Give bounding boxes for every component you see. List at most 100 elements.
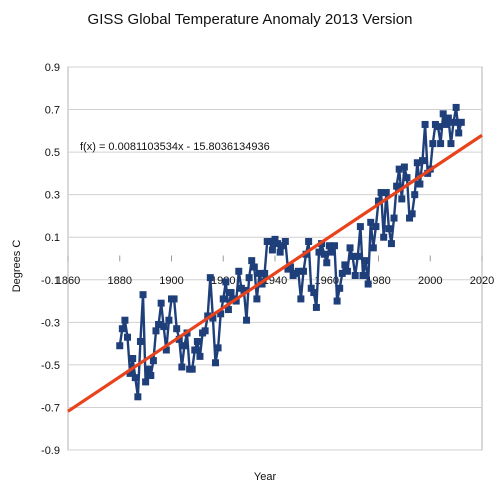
x-tick-label: 2000 [418, 275, 442, 287]
y-tick-label: 0.5 [45, 147, 60, 159]
data-point [255, 269, 263, 277]
data-point [134, 393, 142, 401]
data-point [356, 223, 364, 231]
data-point [271, 235, 279, 243]
data-point [393, 182, 401, 190]
data-point [437, 140, 445, 148]
y-tick-label: 0.9 [45, 62, 60, 74]
data-point [408, 210, 416, 218]
data-point [129, 355, 137, 363]
data-point [354, 252, 362, 260]
y-tick-label: 0.1 [45, 232, 60, 244]
data-point [305, 237, 313, 245]
data-point [421, 120, 429, 128]
x-tick-label: 1960 [315, 275, 339, 287]
data-point [281, 237, 289, 245]
data-point [144, 365, 152, 373]
data-point [450, 118, 458, 126]
data-point [377, 189, 385, 197]
data-point [188, 365, 196, 373]
data-point [165, 316, 173, 324]
x-tick-label: 2020 [470, 275, 494, 287]
data-point [245, 274, 253, 282]
data-point [367, 218, 375, 226]
data-point [442, 120, 450, 128]
data-point [126, 369, 134, 377]
data-point [385, 225, 393, 233]
data-point [116, 342, 124, 350]
data-point [444, 114, 452, 122]
data-point [211, 359, 219, 367]
data-point [191, 346, 199, 354]
data-point [274, 240, 282, 248]
data-point [382, 189, 390, 197]
y-tick-label: -0.5 [41, 360, 60, 372]
data-point [204, 312, 212, 320]
data-point [452, 103, 460, 111]
y-tick-label: -0.7 [41, 402, 60, 414]
data-point [395, 165, 403, 173]
data-point [224, 306, 232, 314]
grid [67, 66, 483, 451]
data-point [214, 344, 222, 352]
data-point [387, 240, 395, 248]
data-point [157, 299, 165, 307]
data-point [279, 242, 287, 250]
x-axis-label: Year [254, 471, 277, 483]
data-point [170, 295, 178, 303]
data-point [364, 280, 372, 288]
data-point [250, 263, 258, 271]
data-point [152, 327, 160, 335]
data-point [398, 195, 406, 203]
data-point [258, 280, 266, 288]
x-tick-label: 1880 [108, 275, 132, 287]
data-point [372, 223, 380, 231]
data-point [131, 374, 139, 382]
data-point [434, 123, 442, 131]
trendline-equation: f(x) = 0.0081103534x - 15.8036134936 [80, 141, 270, 153]
data-point [209, 314, 217, 322]
data-point [287, 263, 295, 271]
data-point [139, 291, 147, 299]
x-tick-label: 1900 [159, 275, 183, 287]
y-tick-label: -0.1 [41, 275, 60, 287]
y-tick-label: 0.3 [45, 190, 60, 202]
data-point [294, 267, 302, 275]
y-tick-label: -0.9 [41, 445, 60, 457]
data-point [406, 214, 414, 222]
data-point [155, 320, 163, 328]
data-point [369, 244, 377, 252]
data-point [323, 259, 331, 267]
data-point [351, 272, 359, 280]
data-point [336, 284, 344, 292]
data-point [439, 110, 447, 118]
data-point [160, 323, 168, 331]
data-point [147, 372, 155, 380]
data-point [196, 352, 204, 360]
data-point [310, 289, 318, 297]
data-point [173, 325, 181, 333]
data-point [341, 261, 349, 269]
data-point [411, 191, 419, 199]
data-point [338, 269, 346, 277]
data-point [343, 267, 351, 275]
data-point [359, 272, 367, 280]
data-point [455, 129, 463, 137]
data-point [136, 337, 144, 345]
data-point [121, 316, 129, 324]
data-point [227, 289, 235, 297]
data-point [240, 286, 248, 294]
data-point [142, 378, 150, 386]
data-point [320, 250, 328, 258]
data-point [193, 337, 201, 345]
data-point [418, 157, 426, 165]
data-point [362, 257, 370, 265]
data-point [178, 363, 186, 371]
data-point [217, 310, 225, 318]
data-point [276, 248, 284, 256]
data-point [416, 180, 424, 188]
data-point [253, 295, 261, 303]
data-point [457, 118, 465, 126]
data-point [429, 140, 437, 148]
